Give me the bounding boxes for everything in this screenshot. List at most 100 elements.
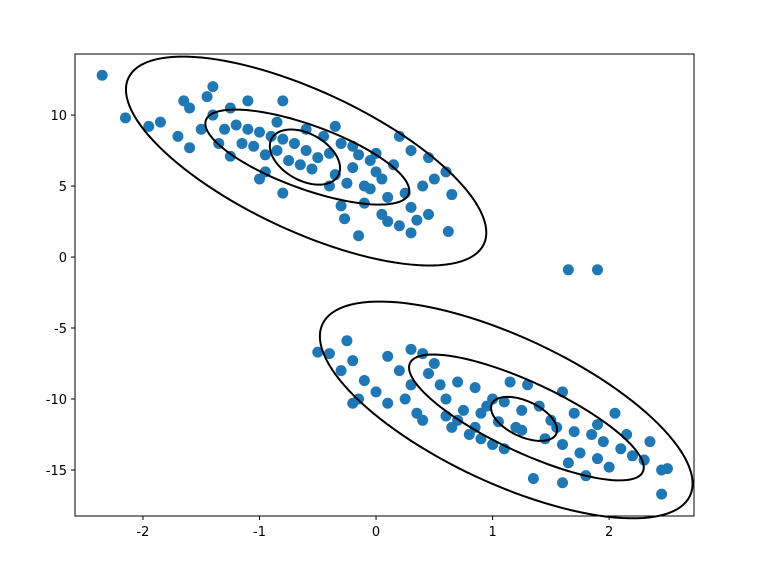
- point: [603, 461, 615, 473]
- point: [405, 227, 417, 239]
- point: [615, 443, 627, 455]
- point: [382, 397, 394, 409]
- point: [370, 386, 382, 398]
- point: [339, 213, 351, 225]
- point: [457, 404, 469, 416]
- point: [481, 400, 493, 412]
- point: [661, 463, 673, 475]
- point: [422, 208, 434, 220]
- point: [440, 166, 452, 178]
- point: [300, 145, 312, 157]
- y-tick-label: 5: [59, 180, 67, 195]
- point: [591, 419, 603, 431]
- point: [522, 379, 534, 391]
- point: [347, 355, 359, 367]
- x-tick-label: 0: [372, 525, 380, 540]
- point: [277, 133, 289, 145]
- point: [498, 396, 510, 408]
- point: [271, 116, 283, 128]
- point: [568, 407, 580, 419]
- point: [393, 220, 405, 232]
- point: [591, 453, 603, 465]
- point: [277, 95, 289, 107]
- point: [224, 102, 236, 114]
- point: [557, 438, 569, 450]
- point: [253, 126, 265, 138]
- point: [644, 436, 656, 448]
- point: [393, 365, 405, 377]
- point: [510, 421, 522, 433]
- y-tick-label: 10: [50, 109, 67, 124]
- ellipse: [408, 353, 645, 482]
- point: [248, 140, 260, 152]
- point: [329, 120, 341, 132]
- point: [557, 477, 569, 489]
- point: [178, 95, 190, 107]
- point: [236, 137, 248, 149]
- x-tick-label: 2: [605, 525, 613, 540]
- plot-area: [96, 55, 694, 520]
- point: [277, 187, 289, 199]
- point: [335, 365, 347, 377]
- point: [440, 393, 452, 405]
- point: [294, 159, 306, 171]
- point: [184, 142, 196, 154]
- point: [242, 123, 254, 135]
- point: [283, 154, 295, 166]
- point: [242, 95, 254, 107]
- point: [119, 112, 131, 124]
- ellipse: [124, 55, 488, 267]
- point: [621, 429, 633, 441]
- point: [219, 123, 231, 135]
- point: [591, 264, 603, 276]
- point: [434, 379, 446, 391]
- point: [224, 150, 236, 162]
- point: [527, 473, 539, 485]
- axes-frame: [74, 53, 695, 517]
- x-tick-label: -2: [136, 525, 149, 540]
- point: [172, 130, 184, 142]
- point: [341, 335, 353, 347]
- point: [318, 130, 330, 142]
- point: [364, 183, 376, 195]
- ellipse: [318, 300, 694, 520]
- point: [405, 201, 417, 213]
- point: [195, 123, 207, 135]
- point: [399, 393, 411, 405]
- point: [376, 208, 388, 220]
- point: [516, 404, 528, 416]
- ellipse: [204, 108, 411, 206]
- point: [347, 397, 359, 409]
- point: [376, 173, 388, 185]
- point: [626, 450, 638, 462]
- point: [154, 116, 166, 128]
- point: [405, 343, 417, 355]
- point: [597, 436, 609, 448]
- point: [312, 346, 324, 358]
- ellipse: [490, 395, 559, 442]
- point: [382, 350, 394, 362]
- point: [265, 130, 277, 142]
- point: [504, 376, 516, 388]
- point: [405, 145, 417, 157]
- point: [428, 358, 440, 370]
- point: [428, 173, 440, 185]
- y-tick-label: -10: [46, 393, 67, 408]
- point: [609, 407, 621, 419]
- point: [347, 162, 359, 174]
- x-tick-label: 1: [488, 525, 496, 540]
- point: [353, 230, 365, 242]
- point: [568, 426, 580, 438]
- point: [452, 376, 464, 388]
- point: [341, 177, 353, 189]
- point: [353, 149, 365, 161]
- point: [417, 414, 429, 426]
- point: [96, 69, 108, 81]
- point: [358, 375, 370, 387]
- y-tick-label: -15: [46, 464, 67, 479]
- point: [312, 152, 324, 164]
- point: [442, 225, 454, 237]
- point: [469, 421, 481, 433]
- point: [562, 264, 574, 276]
